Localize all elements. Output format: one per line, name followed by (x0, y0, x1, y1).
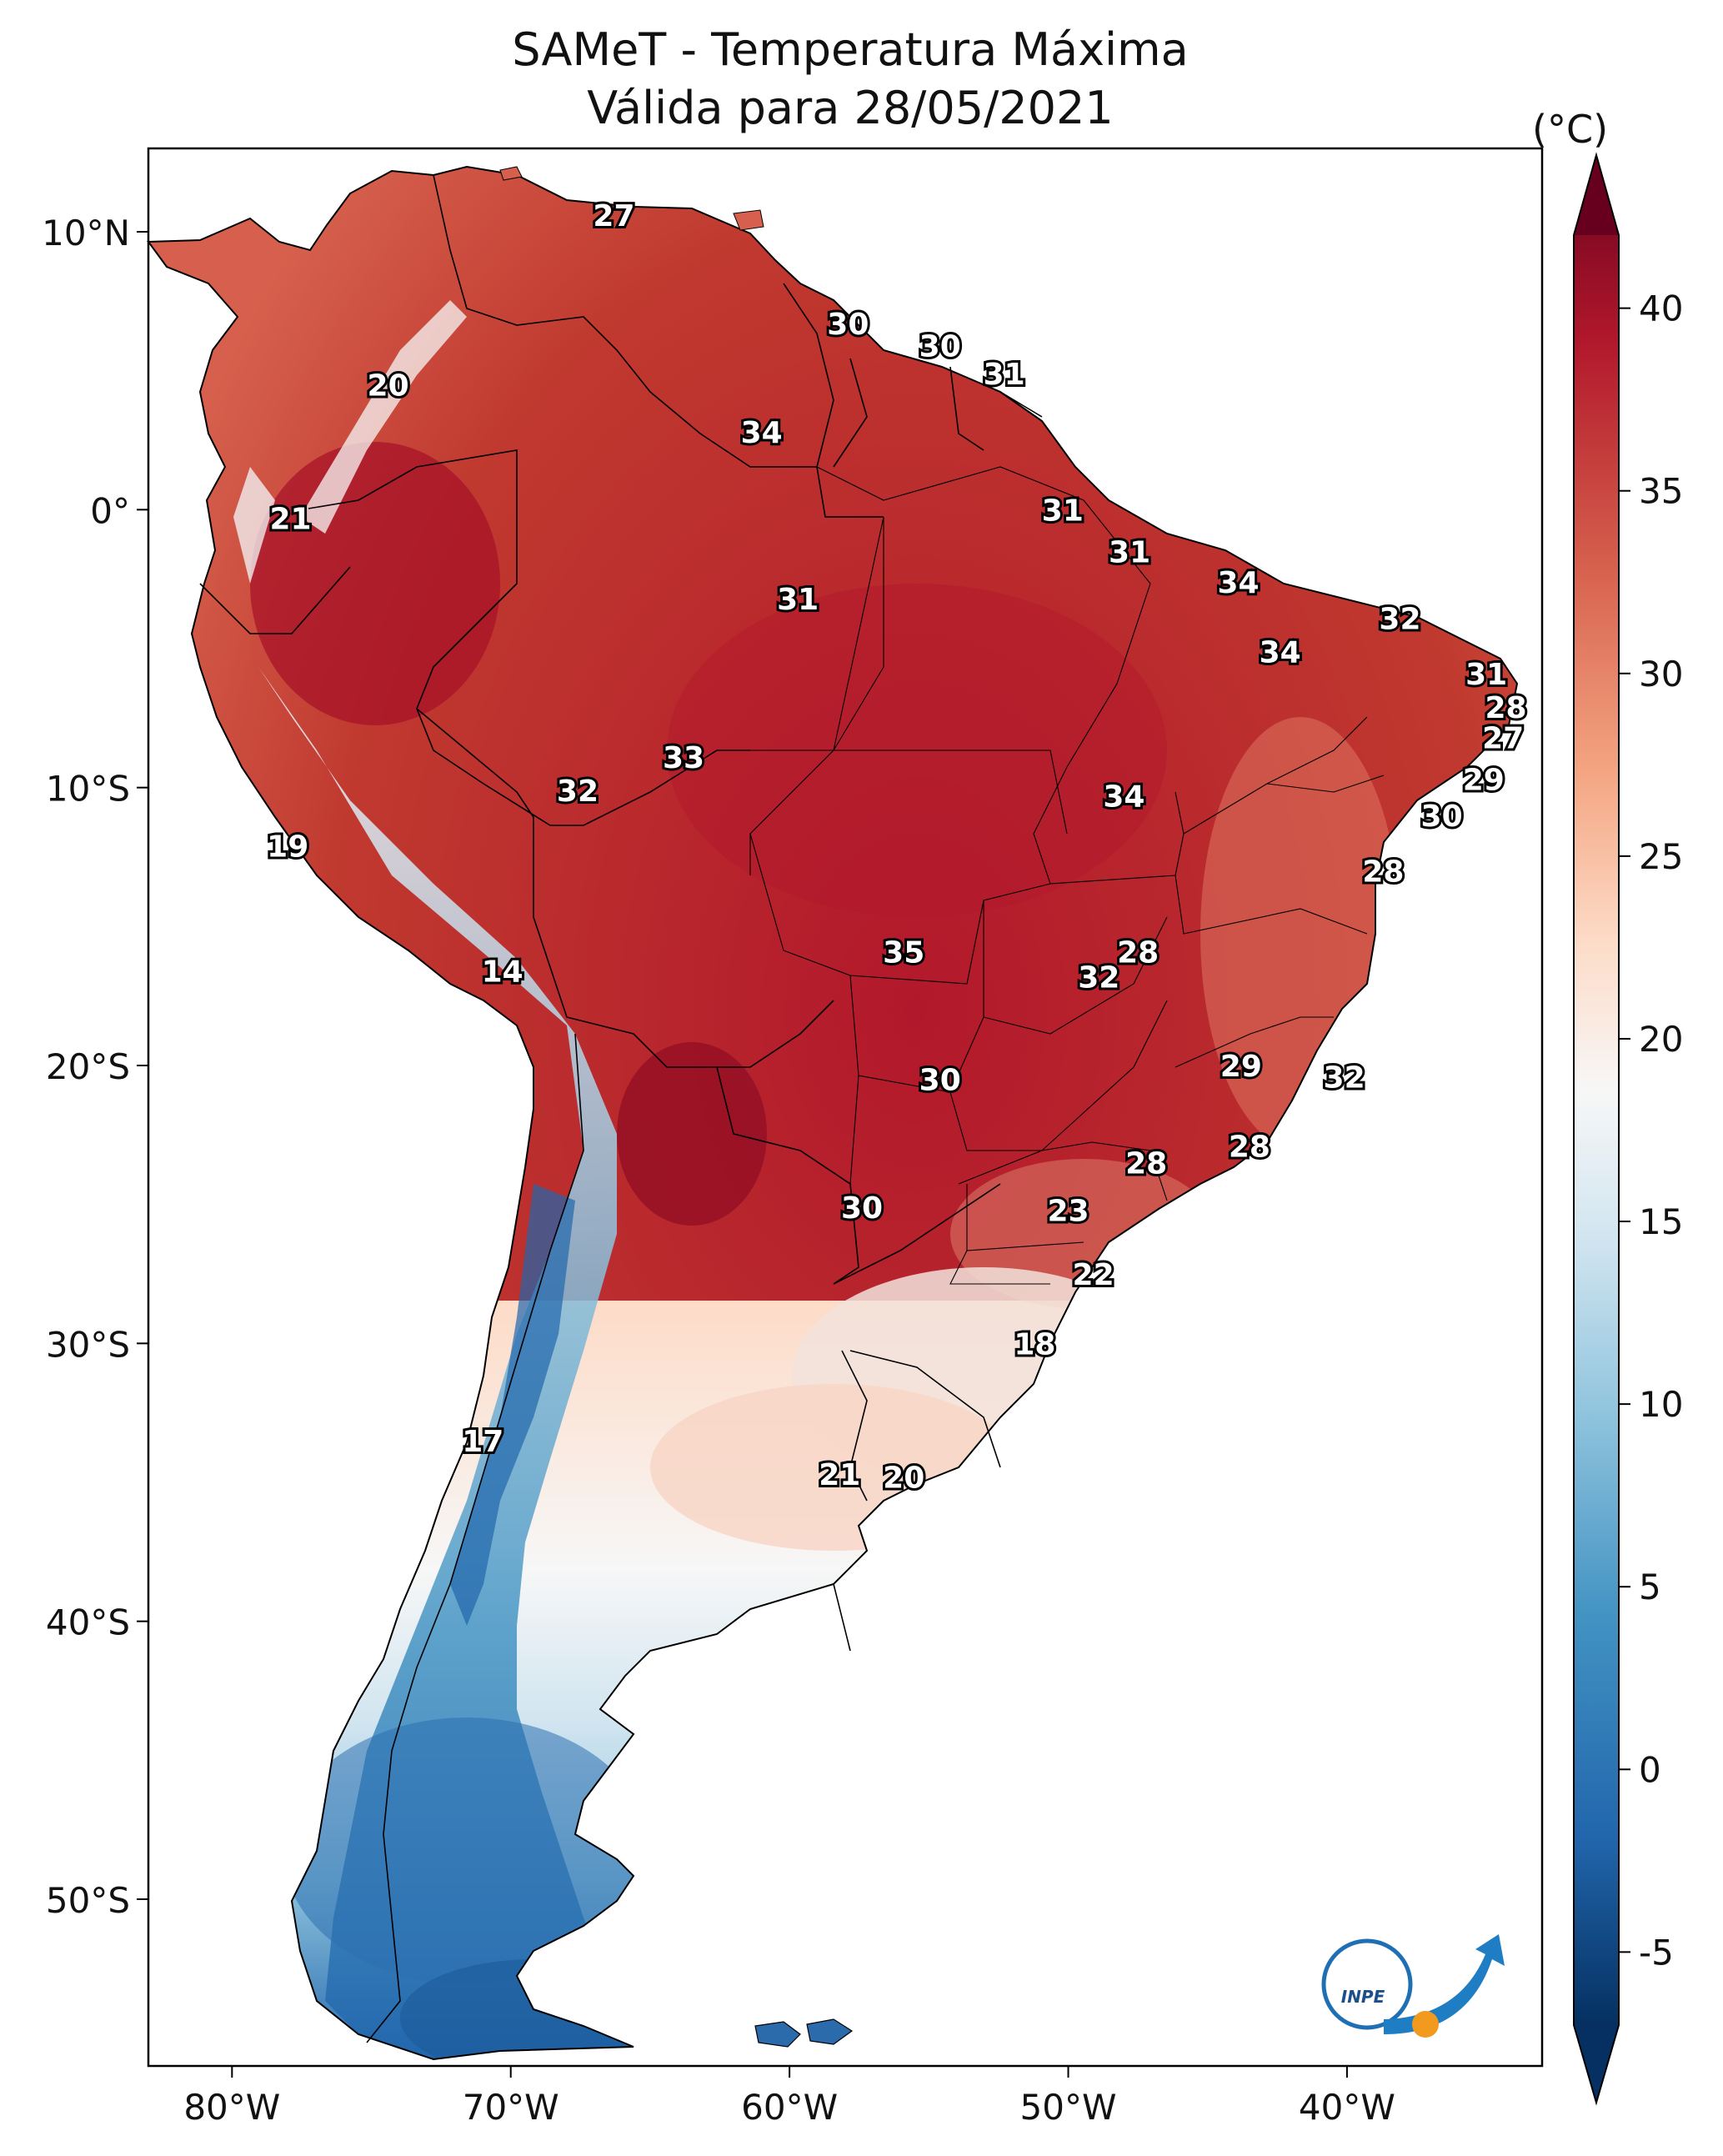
contour-label: 30 (1421, 800, 1463, 834)
contour-label: 14 (482, 955, 523, 990)
lat-tick-label: 20°S (46, 1046, 130, 1087)
lat-tick-label: 10°N (42, 213, 130, 253)
map-subtitle: Válida para 28/05/2021 (587, 82, 1114, 134)
logo-arrow-icon (1384, 1934, 1505, 2034)
contour-label: 27 (1482, 722, 1524, 756)
contour-label: 32 (1379, 602, 1420, 636)
contour-label: 29 (1463, 764, 1505, 798)
contour-label: 20 (368, 369, 409, 403)
logo-sun-icon (1412, 2011, 1439, 2038)
colorbar-tick-label: 5 (1639, 1567, 1661, 1607)
colorbar-tick-label: -5 (1639, 1932, 1674, 1973)
contour-label: 28 (1485, 691, 1526, 725)
contour-label: 31 (1465, 658, 1507, 692)
contour-label: 17 (462, 1425, 503, 1459)
falkland-islands (754, 2018, 854, 2048)
contour-label: 28 (1229, 1131, 1270, 1165)
contour-label: 35 (883, 935, 924, 970)
contour-label: 30 (919, 330, 961, 364)
colorbar-tick-label: 40 (1639, 288, 1683, 329)
colorbar-extend-min (1574, 2025, 1619, 2103)
contour-label: 23 (1047, 1194, 1089, 1228)
contour-label: 34 (1260, 635, 1301, 669)
contour-label: 28 (1117, 935, 1159, 970)
contour-label: 34 (741, 416, 783, 450)
lat-tick-label: 50°S (46, 1880, 130, 1921)
colorbar-tick-label: 20 (1639, 1019, 1683, 1060)
colorbar-tick-label: 10 (1639, 1384, 1683, 1425)
contour-label: 34 (1103, 780, 1144, 815)
contour-label: 29 (1220, 1050, 1262, 1084)
lon-tick-label: 60°W (741, 2087, 838, 2128)
lat-tick-label: 10°S (46, 769, 130, 810)
contour-label: 19 (267, 830, 308, 865)
colorbar-tick-label: 35 (1639, 471, 1683, 512)
contour-label: 31 (1109, 535, 1150, 569)
contour-label: 32 (557, 775, 599, 809)
lat-tick-label: 30°S (46, 1324, 130, 1365)
contour-label: 34 (1217, 566, 1259, 600)
colorbar-tick-label: 25 (1639, 836, 1683, 877)
colorbar-unit: (°C) (1532, 107, 1609, 152)
contour-label: 22 (1073, 1258, 1114, 1292)
latitude-axis: 10°N 0° 10°S 20°S 30°S 40°S 50°S (42, 213, 148, 1921)
contour-label: 28 (1125, 1147, 1167, 1181)
contour-label: 18 (1014, 1327, 1055, 1361)
logo-text: INPE (1341, 1987, 1385, 2007)
logo-ring (1321, 1938, 1413, 2030)
longitude-axis: 80°W 70°W 60°W 50°W 40°W (183, 2066, 1395, 2128)
contour-label: 21 (269, 502, 311, 536)
lon-tick-label: 80°W (183, 2087, 280, 2128)
colorbar-extend-max (1574, 155, 1619, 235)
map-border (147, 147, 1544, 2068)
contour-label: 20 (883, 1461, 924, 1495)
contour-label: 27 (593, 199, 634, 233)
contour-label: 32 (1324, 1060, 1365, 1095)
contour-label: 28 (1362, 855, 1404, 890)
map-title: SAMeT - Temperatura Máxima (512, 23, 1189, 76)
contour-label: 31 (777, 583, 819, 617)
colorbar-tick-label: 15 (1639, 1201, 1683, 1242)
inpe-logo: INPE (1321, 1934, 1505, 2038)
colorbar-outline (1573, 152, 1620, 2106)
colorbar-gradient (1574, 155, 1619, 2025)
contour-label: 30 (827, 308, 869, 342)
contour-label: 32 (1078, 960, 1119, 995)
lon-tick-label: 40°W (1299, 2087, 1395, 2128)
contour-label: 31 (984, 358, 1025, 392)
state-borders (749, 466, 1385, 1285)
contour-label: 30 (919, 1064, 961, 1098)
colorbar: 40 35 30 25 20 15 10 5 0 -5 (1573, 152, 1683, 2106)
lon-tick-label: 70°W (463, 2087, 559, 2128)
contour-label: 30 (841, 1191, 883, 1226)
trinidad-island (733, 209, 764, 231)
contour-label: 33 (663, 741, 704, 775)
colorbar-tick-label: 30 (1639, 654, 1683, 694)
contour-label: 31 (1042, 494, 1084, 528)
contour-label: 21 (819, 1458, 860, 1492)
lat-tick-label: 0° (90, 490, 130, 531)
colorbar-ticks: 40 35 30 25 20 15 10 5 0 -5 (1619, 288, 1683, 1973)
lon-tick-label: 50°W (1020, 2087, 1117, 2128)
colorbar-tick-label: 0 (1639, 1749, 1661, 1790)
country-borders (199, 174, 1043, 2043)
caribbean-island (499, 166, 523, 181)
lat-tick-label: 40°S (46, 1602, 130, 1643)
